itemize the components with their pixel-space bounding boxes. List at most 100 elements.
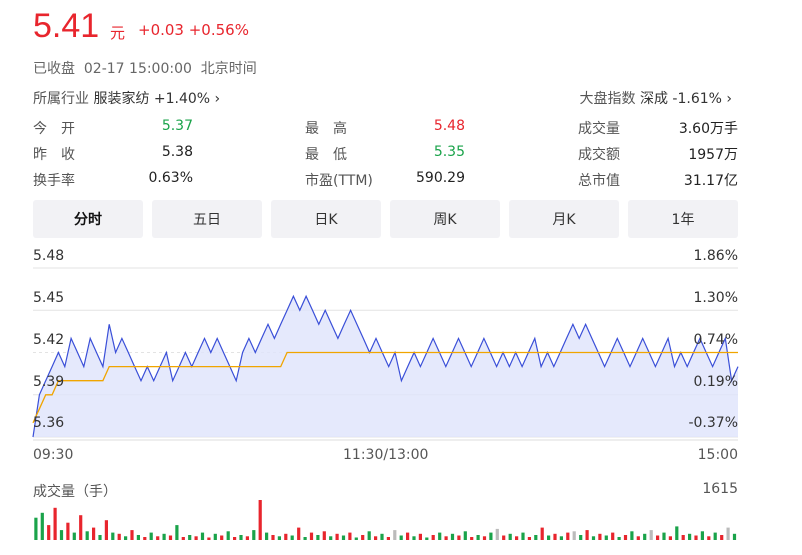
- volume-bar: [245, 536, 249, 540]
- volume-bar: [547, 535, 551, 540]
- y-left-tick: 5.36: [33, 415, 65, 431]
- stat-label: 最 高: [305, 121, 347, 137]
- price-line: [32, 294, 739, 438]
- volume-bar: [418, 533, 422, 540]
- volume-bar: [181, 537, 185, 540]
- volume-bar: [726, 527, 730, 540]
- y-right-tick: -0.37%: [688, 415, 738, 431]
- volume-bar: [412, 536, 416, 540]
- volume-bar: [431, 535, 435, 540]
- volume-bar: [136, 535, 140, 540]
- volume-max: 1615: [702, 481, 738, 497]
- stats-row: 换手率 0.63% 市盈(TTM) 590.29 总市值 31.17亿: [33, 170, 738, 190]
- volume-bar: [258, 500, 262, 540]
- stats-row: 昨 收 5.38 最 低 5.35 成交额 1957万: [33, 144, 738, 164]
- y-left-tick: 5.39: [33, 374, 65, 390]
- volume-bar: [309, 532, 314, 540]
- volume-bar: [226, 531, 230, 540]
- market-index-link[interactable]: 大盘指数 深成 -1.61% ›: [580, 88, 732, 108]
- stat-label: 成交额: [578, 147, 620, 163]
- volume-bar: [34, 517, 38, 540]
- volume-bar: [579, 535, 583, 540]
- volume-bar: [457, 535, 461, 540]
- y-right-tick: 1.30%: [693, 290, 738, 306]
- volume-bar: [104, 520, 108, 540]
- stat-value: 3.60万手: [678, 121, 738, 137]
- volume-bar: [636, 536, 640, 540]
- tab-intraday[interactable]: 分时: [33, 200, 143, 238]
- volume-bar: [681, 535, 685, 540]
- volume-bar: [572, 531, 576, 540]
- volume-bar: [149, 532, 153, 540]
- volume-bar: [527, 537, 531, 540]
- y-right-tick: 1.86%: [693, 248, 738, 264]
- price-change: +0.03 +0.56%: [138, 21, 249, 39]
- volume-bar: [220, 535, 224, 540]
- volume-bar: [252, 530, 256, 540]
- volume-bar: [188, 535, 192, 540]
- volume-bar: [130, 530, 134, 540]
- y-left-tick: 5.48: [33, 248, 65, 264]
- volume-bar: [656, 535, 660, 540]
- stat-value: 590.29: [416, 170, 465, 186]
- index-label: 大盘指数: [579, 91, 636, 107]
- volume-bar: [92, 527, 96, 540]
- volume-bar: [40, 512, 44, 540]
- volume-bar: [213, 533, 217, 540]
- volume-bar: [297, 527, 301, 540]
- volume-bar: [675, 526, 679, 540]
- volume-bar: [79, 515, 83, 540]
- volume-bar: [438, 532, 442, 540]
- volume-bar: [495, 528, 499, 540]
- volume-bar: [623, 535, 628, 540]
- volume-bar: [59, 530, 64, 540]
- y-right-tick: 0.19%: [693, 374, 738, 390]
- volume-bar: [200, 532, 205, 540]
- volume-bar: [649, 530, 653, 540]
- tab-weekly-k[interactable]: 周K: [390, 200, 500, 238]
- volume-bar: [476, 535, 480, 540]
- volume-bar: [124, 536, 128, 540]
- tab-one-year[interactable]: 1年: [628, 200, 738, 238]
- volume-bar: [643, 533, 647, 540]
- volume-bar: [515, 536, 519, 540]
- volume-bar: [265, 532, 269, 540]
- tab-five-day[interactable]: 五日: [152, 200, 262, 238]
- volume-bar: [694, 535, 698, 540]
- volume-bar: [630, 531, 634, 540]
- volume-bar: [534, 535, 538, 540]
- volume-bar: [732, 533, 737, 540]
- volume-bar: [502, 535, 506, 540]
- y-right-tick: 0.74%: [693, 332, 738, 348]
- volume-bar: [617, 537, 621, 540]
- volume-bar: [143, 537, 147, 540]
- volume-bar: [98, 535, 102, 540]
- volume-bar: [194, 536, 198, 540]
- tab-daily-k[interactable]: 日K: [271, 200, 381, 238]
- volume-bar: [329, 536, 333, 540]
- industry-link[interactable]: 所属行业 服装家纺 +1.40% ›: [33, 88, 220, 108]
- volume-bar: [463, 531, 467, 540]
- volume-bar: [162, 533, 166, 540]
- volume-bar: [399, 535, 403, 540]
- volume-bar: [406, 532, 410, 540]
- volume-bar: [566, 532, 570, 540]
- volume-bar: [207, 537, 211, 540]
- volume-bar: [707, 536, 711, 540]
- stat-value: 31.17亿: [683, 173, 738, 189]
- volume-bar: [53, 507, 57, 540]
- volume-bar: [111, 532, 115, 540]
- stat-value: 5.48: [433, 118, 465, 134]
- stat-label: 换手率: [33, 173, 75, 189]
- volume-bar: [72, 532, 76, 540]
- volume-bar: [393, 530, 397, 540]
- volume-bar: [361, 535, 365, 540]
- volume-bar: [303, 537, 307, 540]
- market-status: 已收盘 02-17 15:00:00 北京时间: [33, 61, 257, 77]
- volume-bar: [271, 535, 275, 540]
- volume-bar: [540, 527, 544, 540]
- stat-label: 总市值: [578, 173, 620, 189]
- tab-monthly-k[interactable]: 月K: [509, 200, 619, 238]
- volume-bar: [591, 536, 596, 540]
